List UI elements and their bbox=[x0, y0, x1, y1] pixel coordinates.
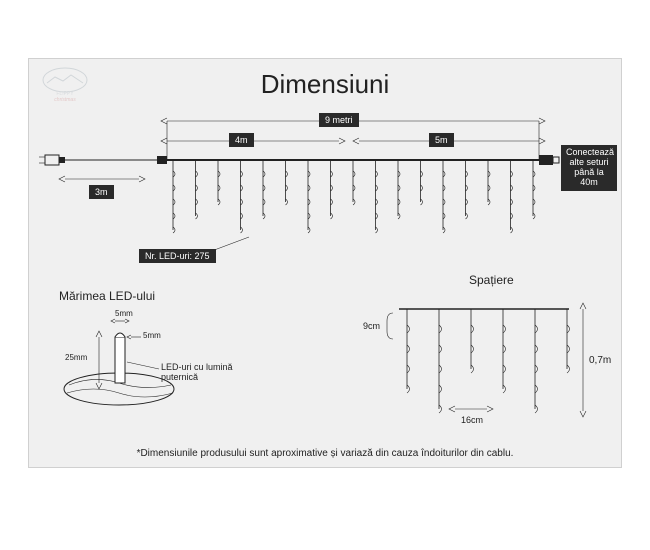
connect-line-3: până la 40m bbox=[566, 168, 612, 188]
segment-a-label: 4m bbox=[229, 133, 254, 147]
main-diagram bbox=[39, 107, 613, 257]
led-side-dim: 5mm bbox=[143, 331, 161, 340]
connect-label: Conectează alte seturi până la 40m bbox=[561, 145, 617, 191]
led-count-label: Nr. LED-uri: 275 bbox=[139, 249, 216, 263]
spacing-height: 0,7m bbox=[589, 355, 611, 366]
spacing-diagram bbox=[359, 291, 609, 441]
led-caption: LED-uri cu lumină puternică bbox=[161, 363, 233, 383]
diagram-frame: FLIPPY christmas Dimensiuni bbox=[28, 58, 622, 468]
led-height-dim: 25mm bbox=[65, 353, 87, 362]
spacing-hgap: 16cm bbox=[461, 415, 483, 425]
led-top-dim: 5mm bbox=[115, 309, 133, 318]
disclaimer-text: *Dimensiunile produsului sunt aproximati… bbox=[29, 448, 621, 459]
segment-b-label: 5m bbox=[429, 133, 454, 147]
cable-length-label: 3m bbox=[89, 185, 114, 199]
led-size-title: Mărimea LED-ului bbox=[59, 289, 155, 303]
spacing-title: Spațiere bbox=[469, 273, 514, 287]
total-length-label: 9 metri bbox=[319, 113, 359, 127]
page-title: Dimensiuni bbox=[29, 69, 621, 100]
spacing-vgap: 9cm bbox=[363, 321, 380, 331]
